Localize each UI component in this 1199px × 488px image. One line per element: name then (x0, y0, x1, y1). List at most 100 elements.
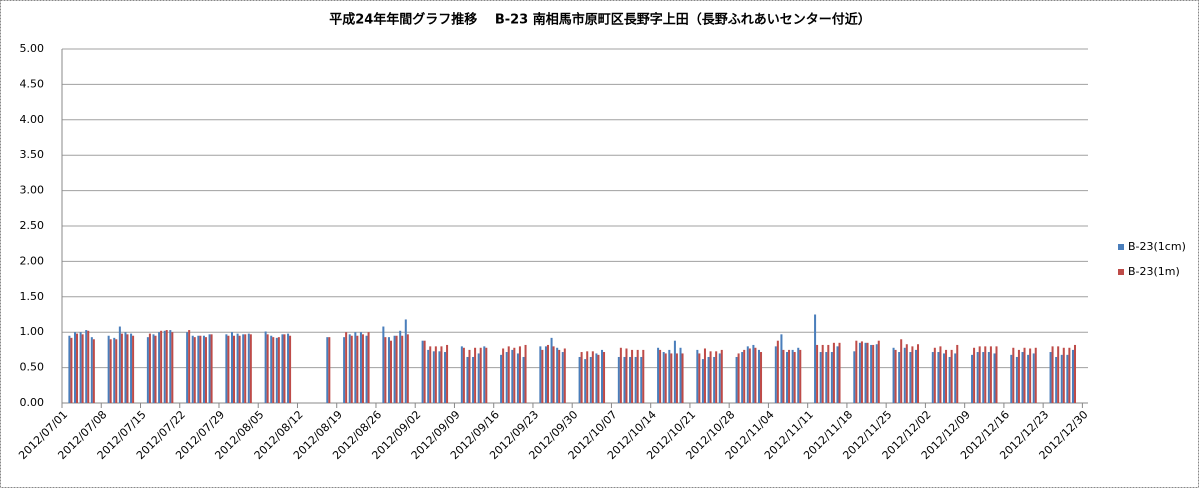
bar (350, 335, 353, 403)
bar (264, 331, 267, 403)
bar (191, 335, 194, 403)
bar (1032, 353, 1035, 403)
bar (522, 356, 525, 403)
bar (825, 352, 828, 403)
y-tick-label: 2.50 (20, 219, 45, 232)
bar (743, 349, 746, 403)
bar (625, 348, 628, 403)
bar (561, 352, 564, 403)
bar (107, 335, 110, 403)
bar (1051, 346, 1054, 403)
bar (404, 319, 407, 403)
y-tick-label: 3.50 (20, 148, 45, 161)
bar (877, 340, 880, 403)
bar (85, 330, 88, 403)
bar (875, 344, 878, 403)
bar (698, 353, 701, 403)
bar (760, 352, 763, 403)
bar (954, 353, 957, 403)
bar (238, 335, 241, 403)
bar (401, 335, 404, 403)
bar (679, 347, 682, 403)
bar (659, 349, 662, 403)
bar (505, 352, 508, 403)
bar (776, 340, 779, 403)
bar (287, 333, 290, 403)
bar (636, 349, 639, 403)
bar (283, 334, 286, 403)
bar (472, 356, 475, 403)
bar (154, 335, 157, 403)
bar (858, 342, 861, 403)
bar (1029, 348, 1032, 403)
bar (943, 353, 946, 403)
bar (546, 344, 549, 403)
bar (326, 337, 329, 403)
bar (1057, 346, 1060, 403)
bar (911, 346, 914, 403)
bar (227, 335, 230, 403)
bar (603, 352, 606, 403)
bar (838, 342, 841, 403)
bar (982, 352, 985, 403)
bar (197, 335, 200, 403)
y-tick-label: 4.50 (20, 77, 45, 90)
legend-label: B-23(1cm) (1128, 240, 1186, 253)
bar (589, 356, 592, 403)
bar (281, 334, 284, 403)
bar (193, 337, 196, 403)
bar (707, 356, 710, 403)
bar (917, 344, 920, 403)
bar (601, 349, 604, 403)
bar (242, 334, 245, 403)
bar (132, 335, 135, 403)
bar (275, 337, 278, 403)
bar (118, 326, 121, 403)
bar (586, 351, 589, 403)
bar (987, 352, 990, 403)
y-tick-label: 0.00 (20, 396, 45, 409)
bar (905, 344, 908, 403)
bar (715, 351, 718, 403)
bar (500, 354, 503, 403)
bar (270, 335, 273, 403)
bar (328, 337, 331, 403)
bar (703, 348, 706, 403)
chart-title: 平成24年年間グラフ推移 B-23 南相馬市原町区長野字上田（長野ふれあいセンタ… (329, 12, 871, 28)
bar (356, 335, 359, 403)
bar (1021, 352, 1024, 403)
bar (81, 334, 84, 403)
bar (752, 344, 755, 403)
bar (631, 349, 634, 403)
bar (152, 334, 155, 403)
bar (1017, 349, 1020, 403)
bar (92, 339, 95, 403)
bar (462, 347, 465, 403)
bar (799, 349, 802, 403)
bar (524, 344, 527, 403)
bar (429, 346, 432, 403)
bar (169, 330, 172, 403)
bar (361, 334, 364, 403)
bar (701, 359, 704, 403)
bar (664, 353, 667, 403)
bar (971, 354, 974, 403)
bar (597, 354, 600, 403)
bar (754, 347, 757, 403)
y-tick-label: 3.00 (20, 184, 45, 197)
bar (477, 353, 480, 403)
bar (423, 340, 426, 403)
bar (171, 332, 174, 403)
bar (502, 348, 505, 403)
bar (735, 356, 738, 403)
bar (474, 347, 477, 403)
y-tick-label: 1.00 (20, 325, 45, 338)
bar (395, 335, 398, 403)
bar (539, 346, 542, 403)
bar (948, 356, 951, 403)
bar (797, 347, 800, 403)
bar (124, 332, 127, 403)
bar (892, 347, 895, 403)
bar (793, 352, 796, 403)
